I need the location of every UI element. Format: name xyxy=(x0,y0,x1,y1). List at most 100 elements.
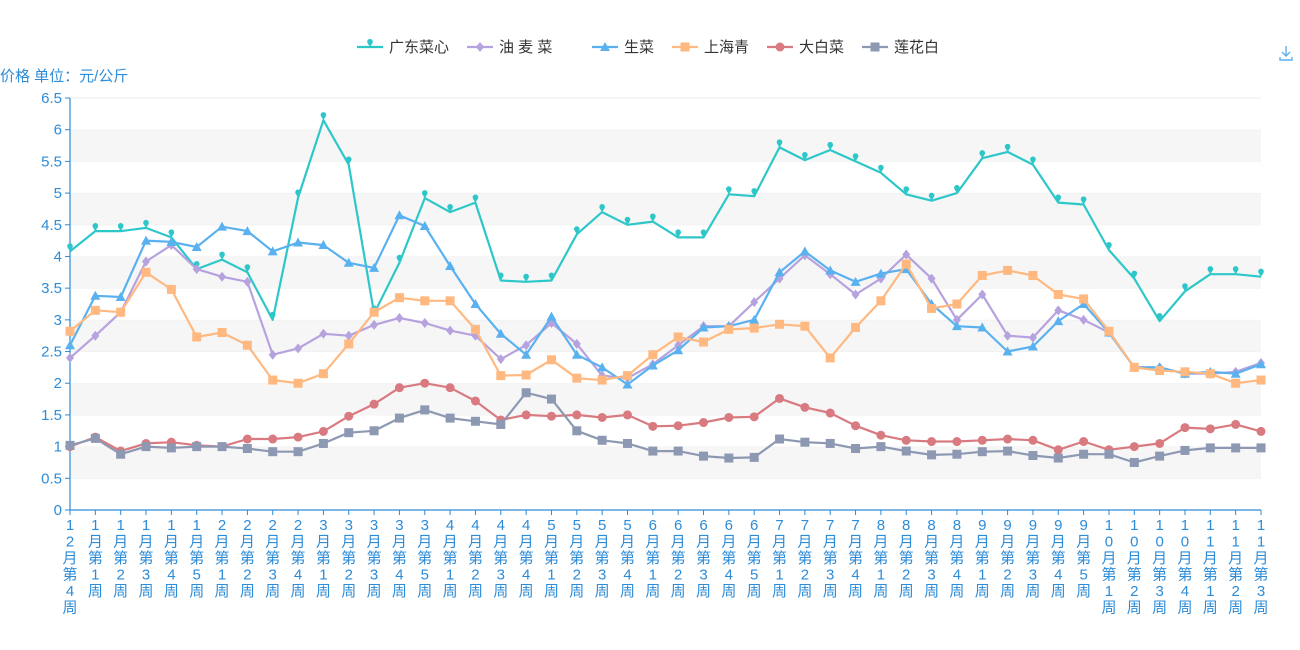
data-point xyxy=(447,204,453,213)
x-tick-label: 9 月第 5 周 xyxy=(1076,517,1091,600)
data-point xyxy=(1129,362,1139,372)
x-tick-label: 3 月第 5 周 xyxy=(417,517,432,600)
data-point xyxy=(92,223,99,232)
data-point xyxy=(1129,442,1139,452)
data-point xyxy=(927,437,937,447)
data-point xyxy=(318,240,329,250)
data-point xyxy=(673,345,684,355)
data-point xyxy=(1030,156,1036,165)
data-point xyxy=(117,223,124,232)
y-tick-label: 0 xyxy=(54,502,62,519)
data-point xyxy=(446,325,455,336)
y-tick-label: 5 xyxy=(54,185,62,202)
data-point xyxy=(65,440,75,450)
data-point xyxy=(954,185,960,194)
data-point xyxy=(1205,424,1215,434)
legend-swatch-marker xyxy=(476,42,484,52)
data-point xyxy=(396,254,403,263)
grid-band xyxy=(70,161,1261,194)
x-tick-label: 1 月第 4 周 xyxy=(164,517,179,600)
data-point xyxy=(293,432,303,442)
data-point xyxy=(673,421,683,431)
data-point xyxy=(800,321,810,331)
x-tick-label: 6 月第 3 周 xyxy=(696,517,711,600)
series-4 xyxy=(65,259,1266,388)
data-point xyxy=(370,319,379,330)
x-tick-label: 8 月第 3 周 xyxy=(924,517,939,600)
data-point xyxy=(546,411,556,421)
data-point xyxy=(648,446,658,456)
legend-item-6[interactable]: 莲花白 xyxy=(862,39,939,56)
data-point xyxy=(267,246,278,256)
data-point xyxy=(673,332,683,342)
x-tick-label: 5 月第 3 周 xyxy=(595,517,610,600)
data-point xyxy=(1079,314,1088,325)
data-point xyxy=(622,379,633,389)
data-point xyxy=(420,378,430,388)
data-point xyxy=(749,314,760,324)
data-point xyxy=(192,442,202,452)
x-tick-label: 7 月第 4 周 xyxy=(848,517,863,600)
data-point xyxy=(1002,346,1013,356)
data-point xyxy=(776,139,783,148)
x-tick-label: 2 月第 4 周 xyxy=(291,517,306,600)
legend-item-3[interactable]: 生菜 xyxy=(592,39,654,56)
data-point xyxy=(1027,341,1038,351)
data-point xyxy=(420,296,430,306)
legend-item-1[interactable]: 广东菜心 xyxy=(357,38,449,56)
data-point xyxy=(318,438,328,448)
data-point xyxy=(901,264,912,274)
data-point xyxy=(1156,313,1163,322)
data-point xyxy=(572,426,582,436)
x-tick-label: 2 月第 3 周 xyxy=(265,517,280,600)
grid-band xyxy=(70,129,1261,162)
data-point xyxy=(1129,457,1139,467)
legend[interactable]: 广东菜心 油 麦 菜 生菜 上海青 大白菜 莲花白 xyxy=(357,38,939,56)
legend-label: 广东菜心 xyxy=(389,39,449,56)
x-tick-label: 1 月第 1 周 xyxy=(88,517,103,600)
data-point xyxy=(1079,437,1089,447)
data-point xyxy=(243,276,252,287)
download-icon[interactable] xyxy=(1277,44,1295,62)
data-point xyxy=(65,340,75,350)
x-tick-label: 8 月第 1 周 xyxy=(873,517,888,600)
data-point xyxy=(217,442,227,452)
x-tick-label: 6 月第 2 周 xyxy=(671,517,686,600)
legend-item-2[interactable]: 油 麦 菜 xyxy=(467,39,552,56)
data-point xyxy=(1004,143,1011,152)
data-point xyxy=(903,186,910,195)
y-tick-label: 4.5 xyxy=(41,217,62,234)
data-point xyxy=(1180,367,1190,377)
data-point xyxy=(724,412,734,422)
data-point xyxy=(1053,289,1063,299)
x-tick-label: 3 月第 2 周 xyxy=(341,517,356,600)
data-point xyxy=(143,219,149,228)
data-point xyxy=(344,428,354,438)
data-point xyxy=(1180,423,1190,433)
data-point xyxy=(851,322,861,332)
data-point xyxy=(445,413,455,423)
data-point xyxy=(166,284,176,294)
data-point xyxy=(1080,196,1087,205)
x-tick-label: 1 1 月第 3 周 xyxy=(1253,517,1268,617)
data-point xyxy=(142,256,151,267)
data-point xyxy=(242,340,252,350)
data-point xyxy=(191,241,202,251)
legend-item-4[interactable]: 上海青 xyxy=(672,39,749,56)
data-point xyxy=(952,449,962,459)
data-point xyxy=(800,402,810,412)
data-point xyxy=(952,437,962,447)
data-point xyxy=(977,447,987,457)
data-point xyxy=(952,299,962,309)
x-tick-label: 5 月第 4 周 xyxy=(620,517,635,600)
x-tick-label: 7 月第 3 周 xyxy=(823,517,838,600)
data-point xyxy=(268,375,278,385)
y-tick-label: 1.5 xyxy=(41,407,62,424)
legend-item-5[interactable]: 大白菜 xyxy=(767,39,844,56)
legend-label: 生菜 xyxy=(624,39,654,56)
data-point xyxy=(343,257,354,267)
y-tick-label: 6.5 xyxy=(41,90,62,107)
series-line xyxy=(69,244,1262,380)
data-point xyxy=(622,371,632,381)
